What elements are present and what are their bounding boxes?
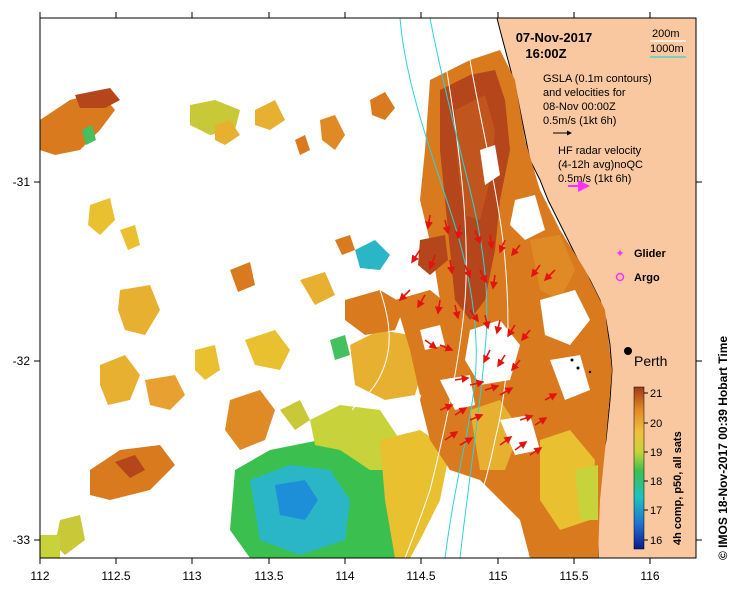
y-tick-label: -31 — [13, 175, 31, 189]
legend-hf-scale: 0.5m/s (1kt 6h) — [558, 173, 631, 185]
y-tick-label: -33 — [13, 533, 31, 547]
argo-marker-icon — [615, 272, 625, 282]
colorbar-ticks — [644, 392, 648, 541]
x-tick-label: 112.5 — [101, 569, 130, 583]
x-tick-marks — [39, 12, 651, 564]
x-tick-label: 112 — [30, 569, 49, 583]
map-time: 16:00Z — [525, 46, 566, 61]
hf-radar-arrows — [398, 214, 558, 456]
map-plot-area — [40, 18, 696, 558]
colorbar-tick-label: 21 — [650, 388, 662, 400]
x-tick-label: 113 — [182, 569, 201, 583]
x-tick-label: 116 — [640, 569, 659, 583]
colorbar-tick-label: 17 — [650, 505, 662, 517]
x-tick-label: 115.5 — [559, 569, 588, 583]
colorbar-tick-label: 20 — [650, 418, 662, 430]
perth-marker-icon — [624, 347, 632, 355]
map-date: 07-Nov-2017 — [516, 30, 593, 45]
legend-argo: Argo — [634, 272, 660, 284]
legend-hf-line1: HF radar velocity — [558, 145, 642, 157]
y-tick-label: -32 — [13, 354, 31, 368]
x-tick-label: 115 — [488, 569, 507, 583]
legend-gsla-line3: 08-Nov 00:00Z — [543, 101, 616, 113]
plot-frame — [39, 17, 697, 559]
legend-gsla-line2: and velocities for — [543, 87, 626, 99]
x-tick-label: 114 — [335, 569, 354, 583]
colorbar-tick-label: 18 — [650, 476, 662, 488]
y-tick-marks — [34, 181, 702, 541]
legend-200m: 200m — [652, 28, 680, 40]
legend-1000m: 1000m — [650, 43, 684, 55]
coastal-islands — [570, 358, 592, 374]
colorbar-tick-label: 19 — [650, 447, 662, 459]
colorbar-title: 4h comp, p50, all sats — [672, 431, 684, 545]
legend-glider: Glider — [634, 248, 667, 260]
colorbar — [633, 386, 645, 550]
x-tick-label: 113.5 — [254, 569, 283, 583]
colorbar-tick-label: 16 — [650, 535, 662, 547]
sst-patches — [40, 50, 612, 558]
credit-text: © IMOS 18-Nov-2017 00:39 Hobart Time — [716, 336, 730, 560]
glider-marker-icon: ✦ — [615, 248, 624, 260]
legend-gsla-line1: GSLA (0.1m contours) — [543, 73, 652, 85]
legend-hf-line2: (4-12h avg)noQC — [558, 159, 643, 171]
legend-gsla-scale: 0.5m/s (1kt 6h) — [543, 115, 616, 127]
x-tick-label: 114.5 — [406, 569, 435, 583]
perth-label: Perth — [634, 353, 667, 369]
